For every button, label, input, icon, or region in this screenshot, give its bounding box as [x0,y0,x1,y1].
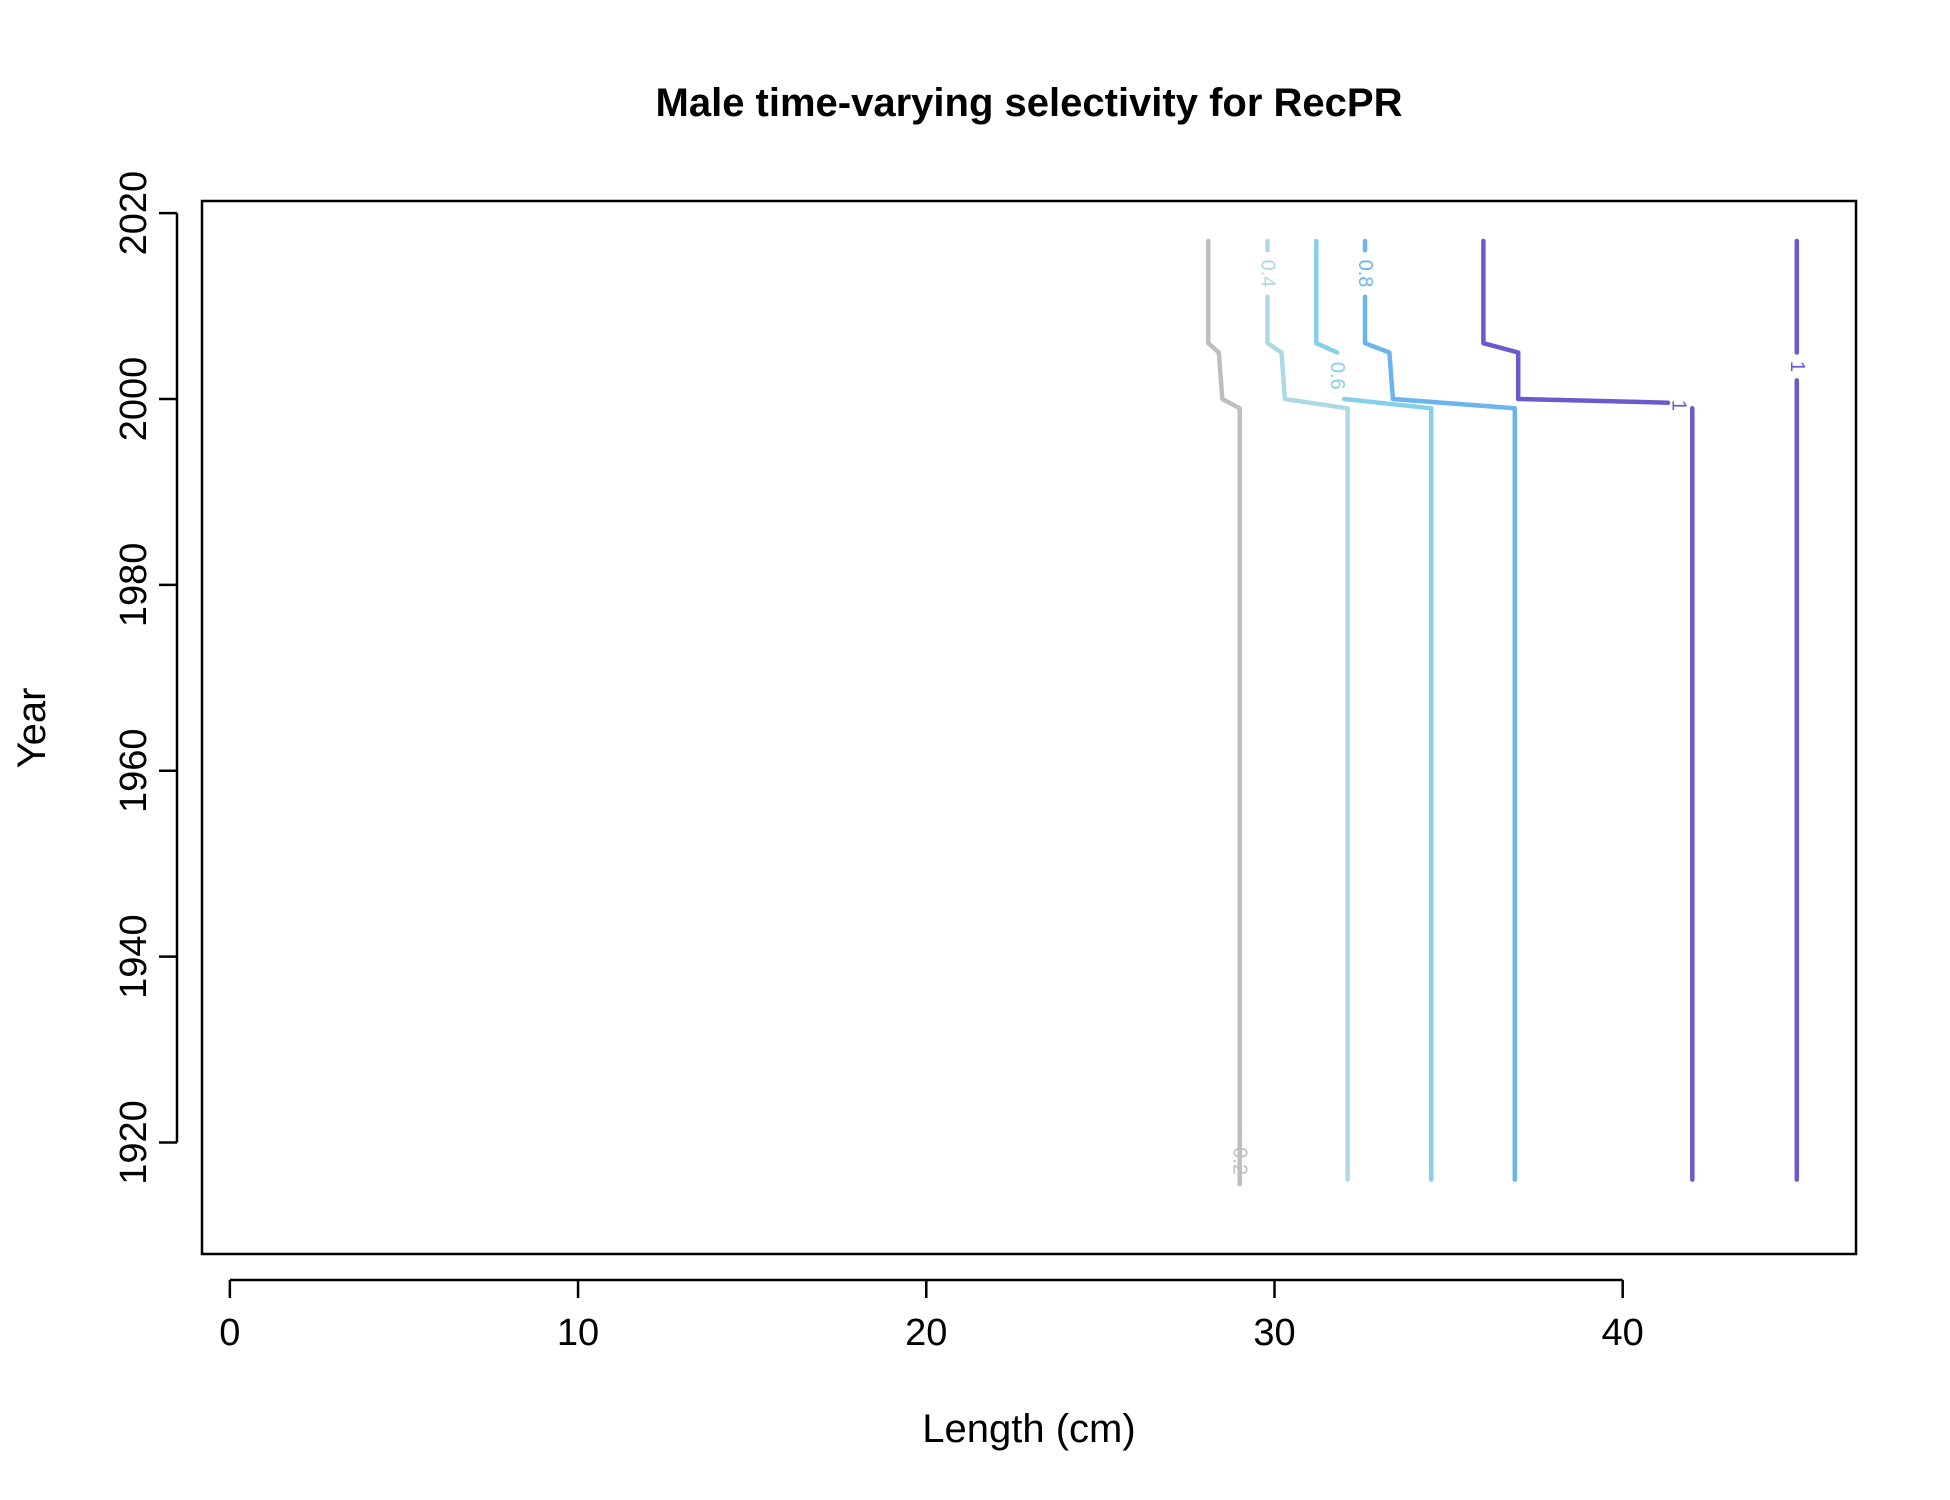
x-tick-label: 0 [219,1312,240,1354]
contour-label-0.2: 0.2 [1229,1147,1251,1175]
contour-line-0.6 [1314,238,1340,355]
x-tick-label: 10 [557,1312,599,1354]
contour-lines [1206,238,1800,1187]
contour-line-0.8 [1362,294,1518,1182]
x-tick-label: 30 [1253,1312,1295,1354]
contour-label-0.6: 0.6 [1326,362,1348,390]
y-axis: 1920 1940 1960 1980 2000 2020 [113,171,179,1185]
y-tick-label: 2020 [113,171,155,256]
contour-line-0.4 [1265,294,1350,1182]
contour-label-0.4: 0.4 [1257,260,1279,288]
y-tick-label: 1920 [113,1100,155,1185]
plot-frame [200,199,1858,1256]
y-tick-label: 1940 [113,914,155,999]
x-axis-label: Length (cm) [922,1407,1135,1451]
y-tick-label: 2000 [113,357,155,442]
contour-label-1: 1 [1786,361,1808,372]
chart-title: Male time-varying selectivity for RecPR [656,81,1403,125]
contour-labels: 0.2 0.4 0.6 0.8 1 1 [1229,260,1808,1175]
contour-line-1 [1481,238,1671,405]
contour-line-0.6 [1341,396,1434,1182]
x-tick-label: 20 [905,1312,947,1354]
y-tick-label: 1960 [113,728,155,813]
contour-label-1: 1 [1667,400,1689,411]
y-tick-label: 1980 [113,543,155,628]
contour-line-0.2 [1206,238,1242,1136]
x-tick-label: 40 [1602,1312,1644,1354]
contour-label-0.8: 0.8 [1354,260,1376,288]
x-axis: 0 10 20 30 40 [219,1278,1644,1354]
y-axis-label: Year [10,688,54,769]
